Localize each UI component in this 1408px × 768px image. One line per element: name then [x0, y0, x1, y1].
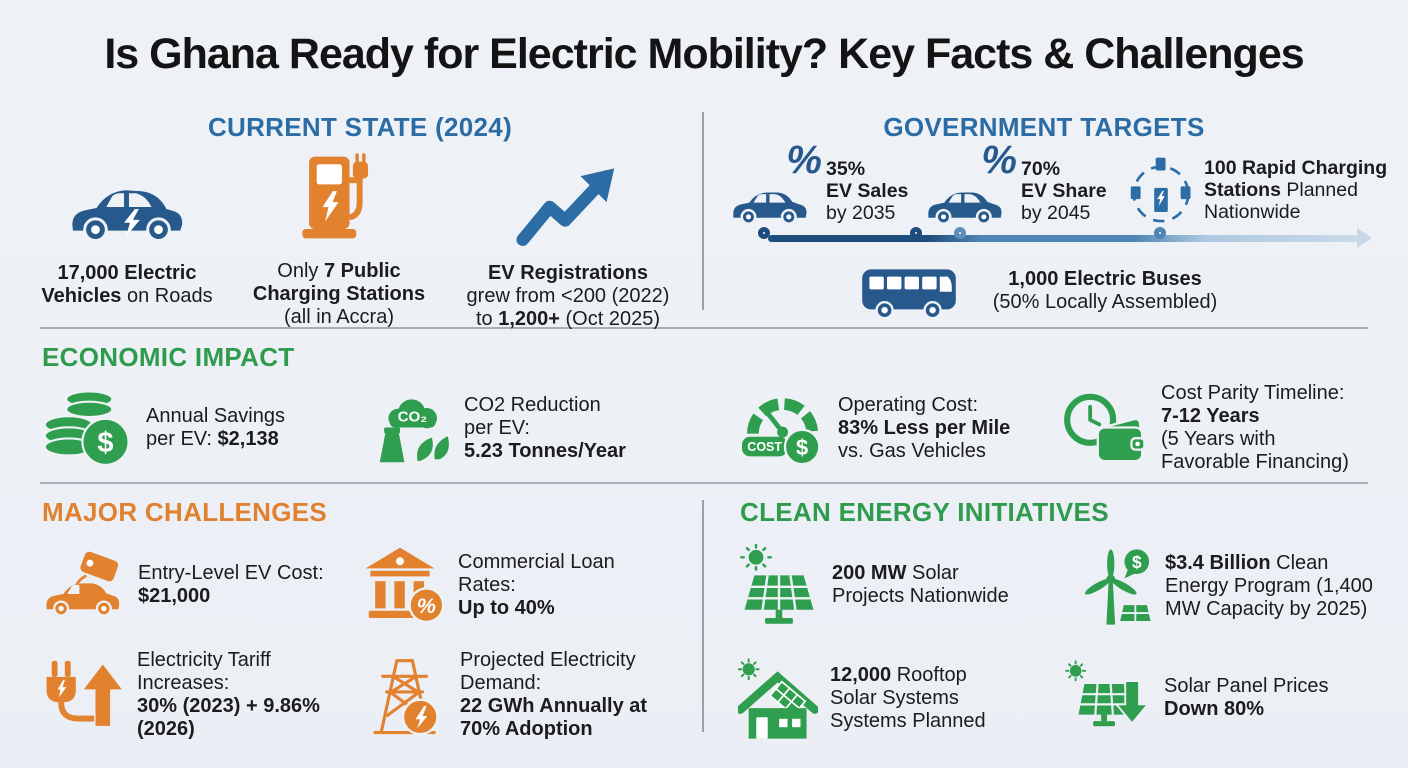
timeline-bar: [768, 235, 1358, 242]
challenge-loan-rates: % Commercial Loan Rates: Up to 40%: [364, 540, 615, 630]
challenge-tariff-increase: Electricity Tariff Increases: 30% (2023) +…: [40, 642, 320, 748]
cost-label: COST: [747, 440, 782, 454]
target-text: 1,000 Electric Buses (50% Locally Assembl…: [992, 268, 1218, 313]
target-ev-share: % 70% EV Share by 2045: [925, 140, 1107, 230]
initiative-text: 12,000 Rooftop Solar Systems Systems Plann…: [830, 663, 986, 732]
divider-vertical-bottom: [702, 500, 704, 732]
major-challenges-heading: MAJOR CHALLENGES: [42, 497, 328, 527]
stat-charging-stations: Only 7 Public Charging Stations (all in Ac…: [244, 146, 434, 329]
bank-percent-icon: %: [364, 540, 444, 630]
dollar-icon: $: [796, 435, 808, 460]
challenge-text: Electricity Tariff Increases: 30% (2023) +…: [137, 649, 320, 740]
dollar-icon: $: [1132, 552, 1142, 572]
initiative-solar-projects: 200 MW Solar Projects Nationwide: [738, 540, 1009, 630]
divider-vertical-top: [702, 112, 704, 310]
clock-wallet-icon: [1058, 382, 1146, 474]
stat-text: 17,000 Electric Vehicles on Roads: [41, 262, 213, 307]
government-targets-heading: GOVERNMENT TARGETS: [883, 112, 1205, 142]
initiative-panel-prices: Solar Panel Prices Down 80%: [1064, 648, 1329, 748]
electric-bus-icon: [858, 258, 960, 324]
initiative-clean-energy-program: $ $3.4 Billion Clean Energy Program (1,40…: [1076, 538, 1373, 634]
challenge-ev-cost: Entry-Level EV Cost: $21,000: [42, 540, 324, 630]
initiative-text: Solar Panel Prices Down 80%: [1164, 675, 1329, 720]
timeline-node-icon: [758, 227, 770, 239]
stat-text: Annual Savings per EV: $2,138: [146, 405, 285, 450]
stat-annual-savings: $ Annual Savings per EV: $2,138: [38, 384, 285, 472]
timeline-arrowhead-icon: [1357, 228, 1372, 248]
challenge-electricity-demand: Projected Electricity Demand: 22 GWh Annua…: [364, 642, 647, 748]
challenge-text: Entry-Level EV Cost: $21,000: [138, 562, 324, 607]
economic-impact-heading: ECONOMIC IMPACT: [42, 342, 295, 372]
cost-gauge-icon: COST $: [742, 384, 824, 472]
wind-dollar-icon: $: [1076, 538, 1152, 634]
timeline-node-icon: [954, 227, 966, 239]
charging-network-icon: [1126, 150, 1196, 230]
target-text: 100 Rapid Charging Stations Planned Nation…: [1204, 157, 1388, 223]
targets-timeline: [758, 226, 1372, 250]
target-charging-stations: 100 Rapid Charging Stations Planned Nation…: [1126, 150, 1408, 230]
initiative-rooftop-solar: 12,000 Rooftop Solar Systems Systems Plann…: [738, 648, 986, 748]
current-state-heading: CURRENT STATE (2024): [207, 112, 513, 142]
stat-text: Only 7 Public Charging Stations (all in Ac…: [252, 260, 426, 328]
target-electric-buses: 1,000 Electric Buses (50% Locally Assembl…: [858, 258, 1230, 324]
stat-co2-reduction: CO₂ CO2 Reduction per EV: 5.23 Tonnes/Year: [374, 384, 626, 472]
clean-energy-heading: CLEAN ENERGY INITIATIVES: [740, 497, 1109, 527]
stat-ev-on-roads: 17,000 Electric Vehicles on Roads: [32, 150, 222, 308]
target-text: 70% EV Share by 2045: [1021, 158, 1107, 224]
growth-arrow-icon: [515, 150, 621, 250]
divider-horizontal-2: [40, 482, 1368, 484]
charging-station-icon: [299, 146, 379, 250]
car-percent-icon: %: [730, 140, 822, 230]
co2-reduction-icon: CO₂: [374, 384, 450, 472]
divider-horizontal-1: [40, 327, 1368, 329]
ev-car-icon: [63, 150, 191, 250]
car-price-tag-icon: [42, 540, 126, 630]
percent-icon: %: [786, 138, 822, 182]
initiative-text: 200 MW Solar Projects Nationwide: [832, 562, 1009, 607]
stat-text: CO2 Reduction per EV: 5.23 Tonnes/Year: [464, 393, 626, 462]
stat-ev-registrations: EV Registrations grew from <200 (2022) to …: [458, 150, 678, 331]
target-ev-sales: % 35% EV Sales by 2035: [730, 140, 909, 230]
co2-label: CO₂: [398, 409, 428, 426]
percent-icon: %: [981, 138, 1017, 182]
challenge-text: Projected Electricity Demand: 22 GWh Annua…: [460, 649, 648, 740]
stat-text: EV Registrations grew from <200 (2022) to …: [466, 262, 670, 330]
initiative-text: $3.4 Billion Clean Energy Program (1,400 M…: [1165, 551, 1373, 620]
timeline-node-icon: [910, 227, 922, 239]
stat-cost-parity: Cost Parity Timeline: 7-12 Years (5 Years …: [1058, 382, 1349, 474]
stat-text: Operating Cost: 83% Less per Mile vs. Gas …: [838, 393, 1011, 462]
stat-text: Cost Parity Timeline: 7-12 Years (5 Years …: [1161, 382, 1349, 473]
timeline-node-icon: [1154, 227, 1166, 239]
solar-projects-icon: [738, 540, 820, 630]
power-tower-icon: [364, 642, 446, 748]
target-text: 35% EV Sales by 2035: [826, 158, 909, 224]
page-title: Is Ghana Ready for Electric Mobility? Ke…: [104, 30, 1304, 78]
coins-icon: $: [38, 384, 132, 472]
challenge-text: Commercial Loan Rates: Up to 40%: [458, 550, 615, 619]
car-percent-icon: %: [925, 140, 1017, 230]
stat-operating-cost: COST $ Operating Cost: 83% Less per Mile v…: [742, 384, 1010, 472]
plug-tariff-icon: [40, 642, 124, 748]
solar-price-down-icon: [1064, 648, 1150, 748]
percent-icon: %: [417, 593, 436, 618]
rooftop-solar-icon: [738, 648, 818, 748]
dollar-icon: $: [97, 427, 113, 459]
